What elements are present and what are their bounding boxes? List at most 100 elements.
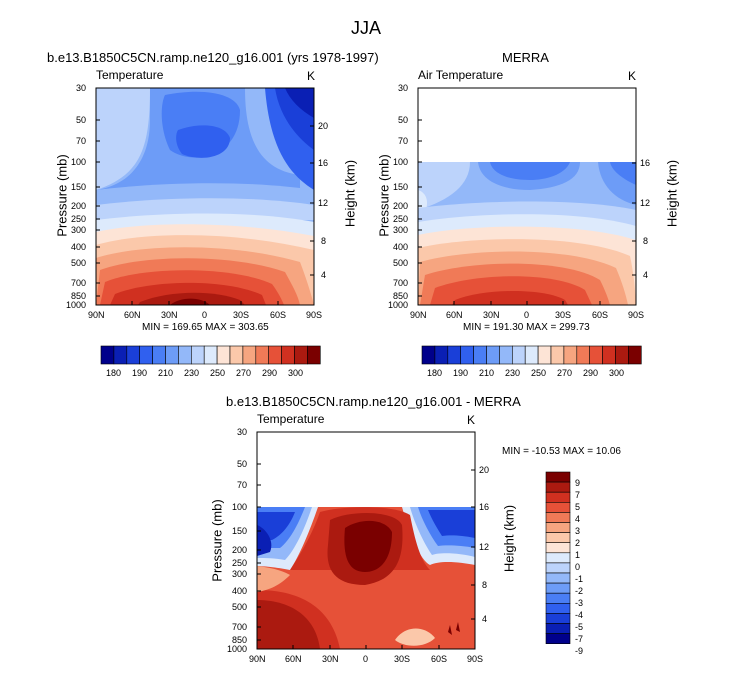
panel1-ytick: 30 xyxy=(76,83,87,93)
panel3-cb-label: 3 xyxy=(575,526,581,536)
panel2-ytick-right: 4 xyxy=(643,270,649,280)
panel3-xtick: 30N xyxy=(322,654,339,664)
panel2-title: MERRA xyxy=(502,50,549,65)
panel1-ytick-right: 4 xyxy=(321,270,327,280)
panel3-colorbar-swatch xyxy=(545,582,571,594)
panel3-title: b.e13.B1850C5CN.ramp.ne120_g16.001 - MER… xyxy=(226,394,521,409)
panel1-xtick: 30N xyxy=(161,310,178,320)
panel2-cb-label: 270 xyxy=(557,368,573,378)
panel3-ytick: 400 xyxy=(232,586,248,596)
panel2-xtick: 90S xyxy=(628,310,645,320)
panel3-colorbar-swatch xyxy=(545,592,571,604)
panel1-ytick: 200 xyxy=(71,201,87,211)
panel2-ytick: 70 xyxy=(398,136,409,146)
panel2-xtick: 30N xyxy=(483,310,500,320)
panel1-ytick-right: 16 xyxy=(318,158,329,168)
panel3-ytick: 100 xyxy=(232,502,248,512)
panel1-ytick: 150 xyxy=(71,182,87,192)
panel1-colorbar-swatch xyxy=(307,345,321,365)
panel3-ytick-right: 12 xyxy=(479,542,490,552)
panel1-xtick: 90S xyxy=(306,310,323,320)
panel3-xtick: 90S xyxy=(467,654,484,664)
panel1-ytick: 700 xyxy=(71,278,87,288)
panel1-ytick: 850 xyxy=(71,291,87,301)
panel3-ytick-right: 8 xyxy=(482,580,488,590)
panel2-ytick: 150 xyxy=(393,182,409,192)
panel3-cb-label: -3 xyxy=(575,598,584,608)
panel3-cb-label: 4 xyxy=(575,514,581,524)
panel2-xtick: 0 xyxy=(524,310,530,320)
panel2-ytick: 1000 xyxy=(388,300,409,310)
panel2-ytick: 30 xyxy=(398,83,409,93)
panel2-ytick: 100 xyxy=(393,157,409,167)
panel3-colorbar-swatch xyxy=(545,471,571,483)
panel3-cb-label: -5 xyxy=(575,622,584,632)
panel3-colorbar-swatch xyxy=(545,602,571,614)
panel3-ytick-right: 4 xyxy=(482,614,488,624)
panel3-cb-label: 2 xyxy=(575,538,581,548)
panel3-xtick: 60S xyxy=(431,654,448,664)
panel3-colorbar-swatch xyxy=(545,552,571,564)
panel3-contour-field xyxy=(257,432,475,649)
panel3-colorbar-swatch xyxy=(545,562,571,574)
panel3-xtick: 60N xyxy=(285,654,302,664)
panel3-cb-label: -9 xyxy=(575,646,584,656)
panel3-units: K xyxy=(467,413,476,427)
panel2-ytick: 850 xyxy=(393,291,409,301)
panel3-cb-label: 5 xyxy=(575,502,581,512)
panel2-ytick: 200 xyxy=(393,201,409,211)
panel3-ytick: 250 xyxy=(232,558,248,568)
panel2-ytick: 50 xyxy=(398,115,409,125)
panel1-xtick: 60N xyxy=(124,310,141,320)
panel2-ytick: 700 xyxy=(393,278,409,288)
panel3-cb-label: -2 xyxy=(575,586,584,596)
panel3-colorbar-swatch xyxy=(545,613,571,624)
figure-title: JJA xyxy=(351,18,382,38)
panel3-ytick: 50 xyxy=(237,459,248,469)
panel3-colorbar-swatch xyxy=(545,532,571,543)
panel3-ytick: 700 xyxy=(232,622,248,632)
panel2-left-label: Air Temperature xyxy=(418,68,504,82)
panel2-ytick-right: 12 xyxy=(640,198,651,208)
panel2-ytick-right: 8 xyxy=(643,236,649,246)
panel1-ytick: 50 xyxy=(76,115,87,125)
panel3-colorbar-swatch xyxy=(545,491,571,503)
panel3-ytick: 500 xyxy=(232,602,248,612)
panel3-left-label: Temperature xyxy=(257,412,325,426)
panel2-cb-label: 300 xyxy=(609,368,625,378)
panel3-colorbar-swatch xyxy=(545,572,571,584)
panel3-cb-label: -1 xyxy=(575,574,584,584)
panel1-cb-label: 250 xyxy=(210,368,226,378)
panel3-xtick: 30S xyxy=(394,654,411,664)
panel2-ytick: 500 xyxy=(393,258,409,268)
panel3-cb-label: -4 xyxy=(575,610,584,620)
panel3-colorbar-swatch xyxy=(545,481,571,493)
panel1-left-label: Temperature xyxy=(96,68,164,82)
panel3-ytick: 70 xyxy=(237,480,248,490)
panel2-stats: MIN = 191.30 MAX = 299.73 xyxy=(463,322,590,333)
panel2-cb-label: 250 xyxy=(531,368,547,378)
panel3-cb-label: 7 xyxy=(575,490,581,500)
panel1-ytick: 250 xyxy=(71,214,87,224)
panel3-colorbar-swatch xyxy=(545,623,571,634)
panel1-xtick: 0 xyxy=(202,310,208,320)
panel1-xtick: 30S xyxy=(233,310,250,320)
panel2-contour-field xyxy=(418,88,636,305)
panel1-xtick: 60S xyxy=(270,310,287,320)
panel1-units: K xyxy=(307,69,316,83)
panel3-ytick: 150 xyxy=(232,526,248,536)
panel1-cb-label: 270 xyxy=(236,368,252,378)
panel3-ytick: 1000 xyxy=(227,644,248,654)
panel2-colorbar-swatch xyxy=(628,345,642,365)
panel1-cb-label: 190 xyxy=(132,368,148,378)
panel1-ytick-right: 8 xyxy=(321,236,327,246)
panel3-colorbar-swatch xyxy=(545,542,571,554)
panel3-colorbar-swatch xyxy=(545,633,571,644)
panel1-ytick: 100 xyxy=(71,157,87,167)
panel2-ytick: 400 xyxy=(393,242,409,252)
panel3-cb-label: 1 xyxy=(575,550,581,560)
